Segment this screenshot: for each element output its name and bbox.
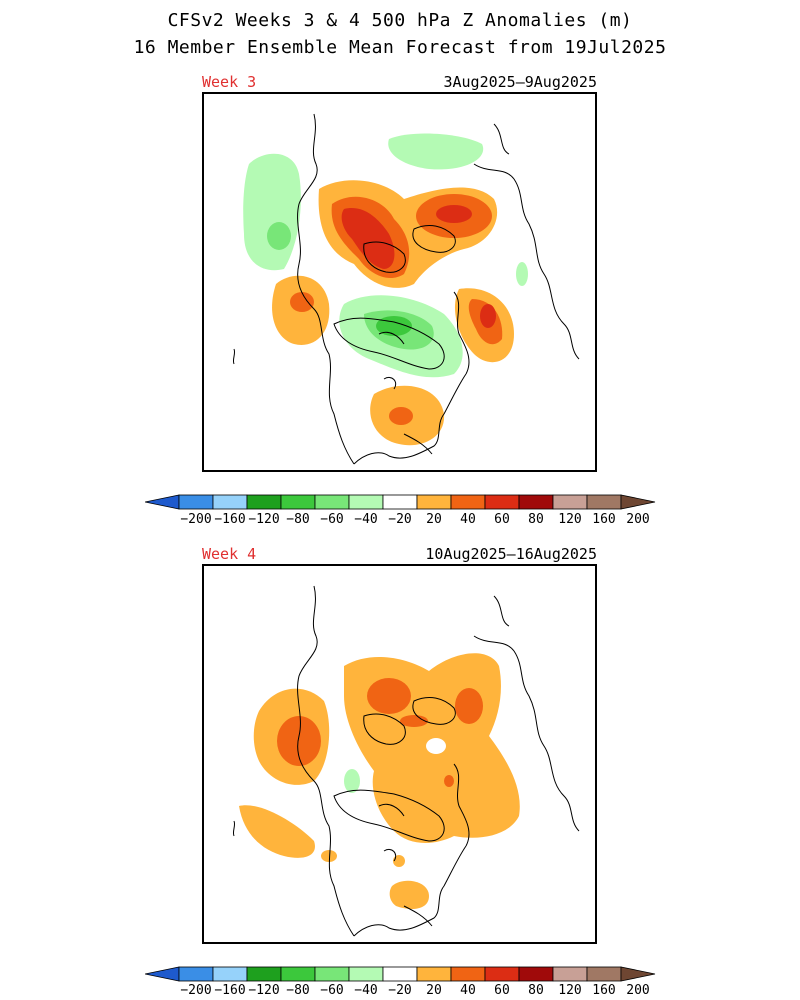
- colorbar-tick-label: 80: [528, 512, 544, 527]
- week3-colorbar: [145, 494, 656, 510]
- colorbar-swatch: [246, 966, 282, 982]
- colorbar-swatch: [314, 966, 350, 982]
- colorbar-tick-label: 200: [626, 983, 650, 998]
- colorbar-tick-label: −160: [214, 983, 246, 998]
- colorbar-swatch: [280, 966, 316, 982]
- week3-date-range: 3Aug2025–9Aug2025: [443, 73, 597, 91]
- week3-label: Week 3: [202, 73, 257, 91]
- colorbar-tick-label: 20: [426, 983, 442, 998]
- colorbar-swatch: [178, 494, 214, 510]
- week4-map: [202, 564, 597, 944]
- colorbar-high-arrow: [620, 494, 656, 510]
- week3-colorbar-labels: −200 −160 −120 −80 −60 −40 −20 20 40 60 80 120 160 20…: [145, 512, 657, 528]
- colorbar-tick-label: −120: [248, 512, 280, 527]
- colorbar-tick-label: −20: [388, 983, 412, 998]
- colorbar-tick-label: −160: [214, 512, 246, 527]
- colorbar-tick-label: −60: [320, 512, 344, 527]
- colorbar-swatch: [212, 494, 248, 510]
- colorbar-swatch: [382, 966, 418, 982]
- week3-map: [202, 92, 597, 472]
- colorbar-swatch: [450, 966, 486, 982]
- week3-coastlines: [232, 113, 580, 465]
- colorbar-tick-label: 40: [460, 983, 476, 998]
- colorbar-tick-label: −20: [388, 512, 412, 527]
- week4-colorbar-labels: −200 −160 −120 −80 −60 −40 −20 20 40 60 80 120 160 20…: [145, 983, 657, 999]
- week4-colorbar: [145, 966, 656, 982]
- week4-label: Week 4: [202, 545, 257, 563]
- chart-subtitle: 16 Member Ensemble Mean Forecast from 19…: [133, 37, 667, 58]
- chart-title: CFSv2 Weeks 3 & 4 500 hPa Z Anomalies (m…: [167, 10, 633, 31]
- colorbar-swatch: [348, 966, 384, 982]
- colorbar-tick-label: −200: [180, 983, 212, 998]
- colorbar-tick-label: 160: [592, 512, 616, 527]
- colorbar-tick-label: 60: [494, 983, 510, 998]
- colorbar-low-arrow: [145, 966, 180, 982]
- colorbar-tick-label: 160: [592, 983, 616, 998]
- week4-date-range: 10Aug2025–16Aug2025: [425, 545, 597, 563]
- week3-anomaly-shading: [243, 133, 528, 446]
- colorbar-swatch: [416, 494, 452, 510]
- colorbar-tick-label: 120: [558, 512, 582, 527]
- colorbar-tick-label: −80: [286, 983, 310, 998]
- colorbar-swatch: [348, 494, 384, 510]
- colorbar-tick-label: 40: [460, 512, 476, 527]
- week4-anomaly-shading: [239, 653, 520, 909]
- colorbar-swatch: [586, 494, 622, 510]
- colorbar-swatch: [416, 966, 452, 982]
- colorbar-low-arrow: [145, 494, 180, 510]
- colorbar-tick-label: 60: [494, 512, 510, 527]
- colorbar-tick-label: −40: [354, 983, 378, 998]
- colorbar-tick-label: 20: [426, 512, 442, 527]
- colorbar-swatch: [484, 494, 520, 510]
- colorbar-swatch: [280, 494, 316, 510]
- colorbar-tick-label: −120: [248, 983, 280, 998]
- colorbar-tick-label: 80: [528, 983, 544, 998]
- colorbar-swatch: [484, 966, 520, 982]
- colorbar-swatch: [518, 966, 554, 982]
- colorbar-swatch: [382, 494, 418, 510]
- colorbar-tick-label: −80: [286, 512, 310, 527]
- colorbar-tick-label: 200: [626, 512, 650, 527]
- colorbar-swatch: [518, 494, 554, 510]
- colorbar-swatch: [212, 966, 248, 982]
- week4-coastlines: [232, 585, 580, 937]
- colorbar-swatch: [178, 966, 214, 982]
- colorbar-tick-label: −40: [354, 512, 378, 527]
- colorbar-swatch: [450, 494, 486, 510]
- colorbar-swatch: [246, 494, 282, 510]
- colorbar-swatch: [314, 494, 350, 510]
- colorbar-swatch: [586, 966, 622, 982]
- colorbar-swatch: [552, 494, 588, 510]
- colorbar-swatch: [552, 966, 588, 982]
- colorbar-tick-label: −60: [320, 983, 344, 998]
- colorbar-tick-label: −200: [180, 512, 212, 527]
- colorbar-tick-label: 120: [558, 983, 582, 998]
- colorbar-high-arrow: [620, 966, 656, 982]
